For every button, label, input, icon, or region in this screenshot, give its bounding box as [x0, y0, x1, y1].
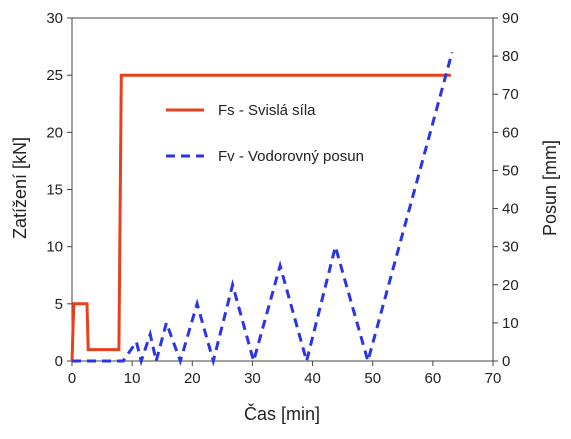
x-tick-label: 40 [304, 370, 321, 387]
series-line-vertical-force [70, 73, 451, 362]
y-axis-right-title: Posun [mm] [540, 140, 560, 236]
y-left-tick-label: 20 [46, 124, 63, 141]
plot-frame [71, 17, 494, 362]
x-tick-label: 0 [68, 370, 76, 387]
y-left-tick-label: 0 [55, 353, 63, 370]
y-right-tick-label: 80 [502, 48, 519, 65]
legend: Fs - Svislá síla Fv - Vodorovný posun [166, 102, 364, 165]
y-right-tick-label: 40 [502, 201, 519, 218]
x-tick-label: 70 [485, 370, 502, 387]
legend-label: Fs - Svislá síla [218, 102, 316, 119]
x-tick-label: 10 [124, 370, 141, 387]
y-left-tick-label: 10 [46, 239, 63, 256]
y-right-tick-label: 10 [502, 315, 519, 332]
plot-axes: 0 10 20 30 40 50 60 700510152025300102030405060… [46, 10, 518, 387]
x-tick-label: 20 [184, 370, 201, 387]
y-right-tick-label: 90 [502, 10, 519, 27]
y-right-tick-label: 50 [502, 162, 519, 179]
y-right-tick-label: 60 [502, 124, 519, 141]
x-tick-label: 50 [364, 370, 381, 387]
y-left-tick-label: 30 [46, 10, 63, 27]
x-tick-label: 30 [244, 370, 261, 387]
x-axis-title: Čas [min] [244, 403, 320, 424]
series-layer [70, 51, 454, 367]
y-left-tick-label: 15 [46, 182, 63, 199]
y-right-tick-label: 30 [502, 239, 519, 256]
series-line-horizontal-displacement [72, 51, 454, 367]
y-left-tick-label: 5 [55, 296, 63, 313]
x-tick-label: 60 [425, 370, 442, 387]
y-right-tick-label: 70 [502, 86, 519, 103]
y-left-tick-label: 25 [46, 67, 63, 84]
y-right-tick-label: 20 [502, 277, 519, 294]
legend-label: Fv - Vodorovný posun [218, 148, 364, 165]
y-right-tick-label: 0 [502, 353, 510, 370]
y-axis-left-title: Zatížení [kN] [10, 137, 30, 239]
